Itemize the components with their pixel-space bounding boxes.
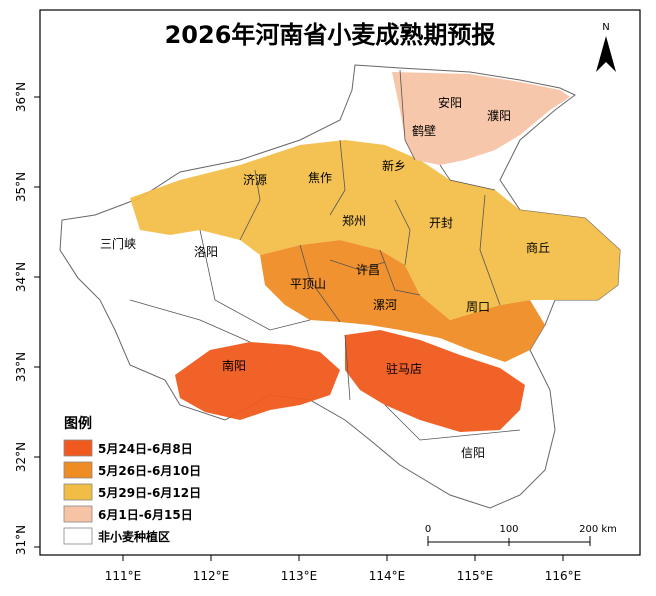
city-label-pingdingshan: 平顶山 xyxy=(290,277,326,291)
y-tick-label: 36°N xyxy=(14,82,28,112)
legend-swatch xyxy=(63,483,93,501)
legend-label: 5月26日-6月10日 xyxy=(98,464,201,478)
zone-fourth xyxy=(392,72,570,165)
legend-label: 5月29日-6月12日 xyxy=(98,486,201,500)
x-tick-label: 113°E xyxy=(281,569,318,583)
city-label-luoyang: 洛阳 xyxy=(194,244,218,259)
city-labels: 安阳 濮阳 鹤壁 新乡 济源 焦作 郑州 开封 商丘 三门峡 洛阳 许昌 平顶山… xyxy=(100,95,550,460)
legend-title: 图例 xyxy=(64,415,92,432)
city-label-zhumadian: 驻马店 xyxy=(386,361,422,376)
city-label-anyang: 安阳 xyxy=(438,95,462,110)
x-tick-label: 116°E xyxy=(545,569,582,583)
legend-swatch xyxy=(63,505,93,523)
city-label-puyang: 濮阳 xyxy=(487,108,511,123)
legend-label: 5月24日-6月8日 xyxy=(98,442,193,456)
city-label-xinxiang: 新乡 xyxy=(382,158,406,173)
scale-label: 0 xyxy=(425,524,431,535)
north-label: N xyxy=(602,22,609,33)
legend-label: 非小麦种植区 xyxy=(98,529,170,544)
legend-label: 6月1日-6月15日 xyxy=(98,508,193,522)
y-tick-label: 35°N xyxy=(14,172,28,202)
city-label-kaifeng: 开封 xyxy=(429,216,453,230)
y-tick-label: 31°N xyxy=(14,525,28,555)
city-label-jiaozuo: 焦作 xyxy=(308,171,332,185)
zone-earliest-nanyang xyxy=(175,342,340,420)
map-frame xyxy=(39,9,641,556)
y-axis: 36°N 35°N 34°N 33°N 32°N 31°N xyxy=(14,82,40,555)
city-label-nanyang: 南阳 xyxy=(222,358,246,373)
scale-bar: 0 100 200 km xyxy=(425,524,617,546)
y-tick-label: 34°N xyxy=(14,262,28,292)
north-arrow-icon xyxy=(596,36,616,72)
x-tick-label: 111°E xyxy=(105,569,142,583)
x-tick-label: 114°E xyxy=(369,569,406,583)
scale-label: 200 km xyxy=(579,524,617,535)
legend-swatch xyxy=(63,527,93,545)
legend-swatch xyxy=(63,461,93,479)
legend-swatch xyxy=(63,439,93,457)
city-label-hebi: 鹤壁 xyxy=(412,123,436,138)
zone-third xyxy=(130,140,620,320)
x-axis: 111°E 112°E 113°E 114°E 115°E 116°E xyxy=(105,555,582,583)
city-label-xinyang: 信阳 xyxy=(461,446,485,460)
city-label-jiyuan: 济源 xyxy=(243,172,267,187)
y-tick-label: 32°N xyxy=(14,442,28,472)
legend: 图例 5月24日-6月8日 5月26日-6月10日 5月29日-6月12日 6月1日-… xyxy=(63,415,201,545)
city-label-shangqiu: 商丘 xyxy=(526,240,550,255)
city-label-zhengzhou: 郑州 xyxy=(342,213,366,228)
north-arrow: N xyxy=(596,22,616,72)
city-label-zhoukou: 周口 xyxy=(466,300,490,314)
y-tick-label: 33°N xyxy=(14,352,28,382)
city-label-luohe: 漯河 xyxy=(373,298,397,312)
prefecture-boundaries xyxy=(129,69,521,441)
city-label-sanmenxia: 三门峡 xyxy=(100,236,136,251)
map-title: 2026年河南省小麦成熟期预报 xyxy=(165,21,496,49)
zone-second xyxy=(260,240,545,362)
x-tick-label: 112°E xyxy=(193,569,230,583)
scale-label: 100 xyxy=(499,524,518,535)
city-label-xuchang: 许昌 xyxy=(356,263,380,277)
x-tick-label: 115°E xyxy=(457,569,494,583)
zone-earliest-zhumadian xyxy=(345,330,525,432)
